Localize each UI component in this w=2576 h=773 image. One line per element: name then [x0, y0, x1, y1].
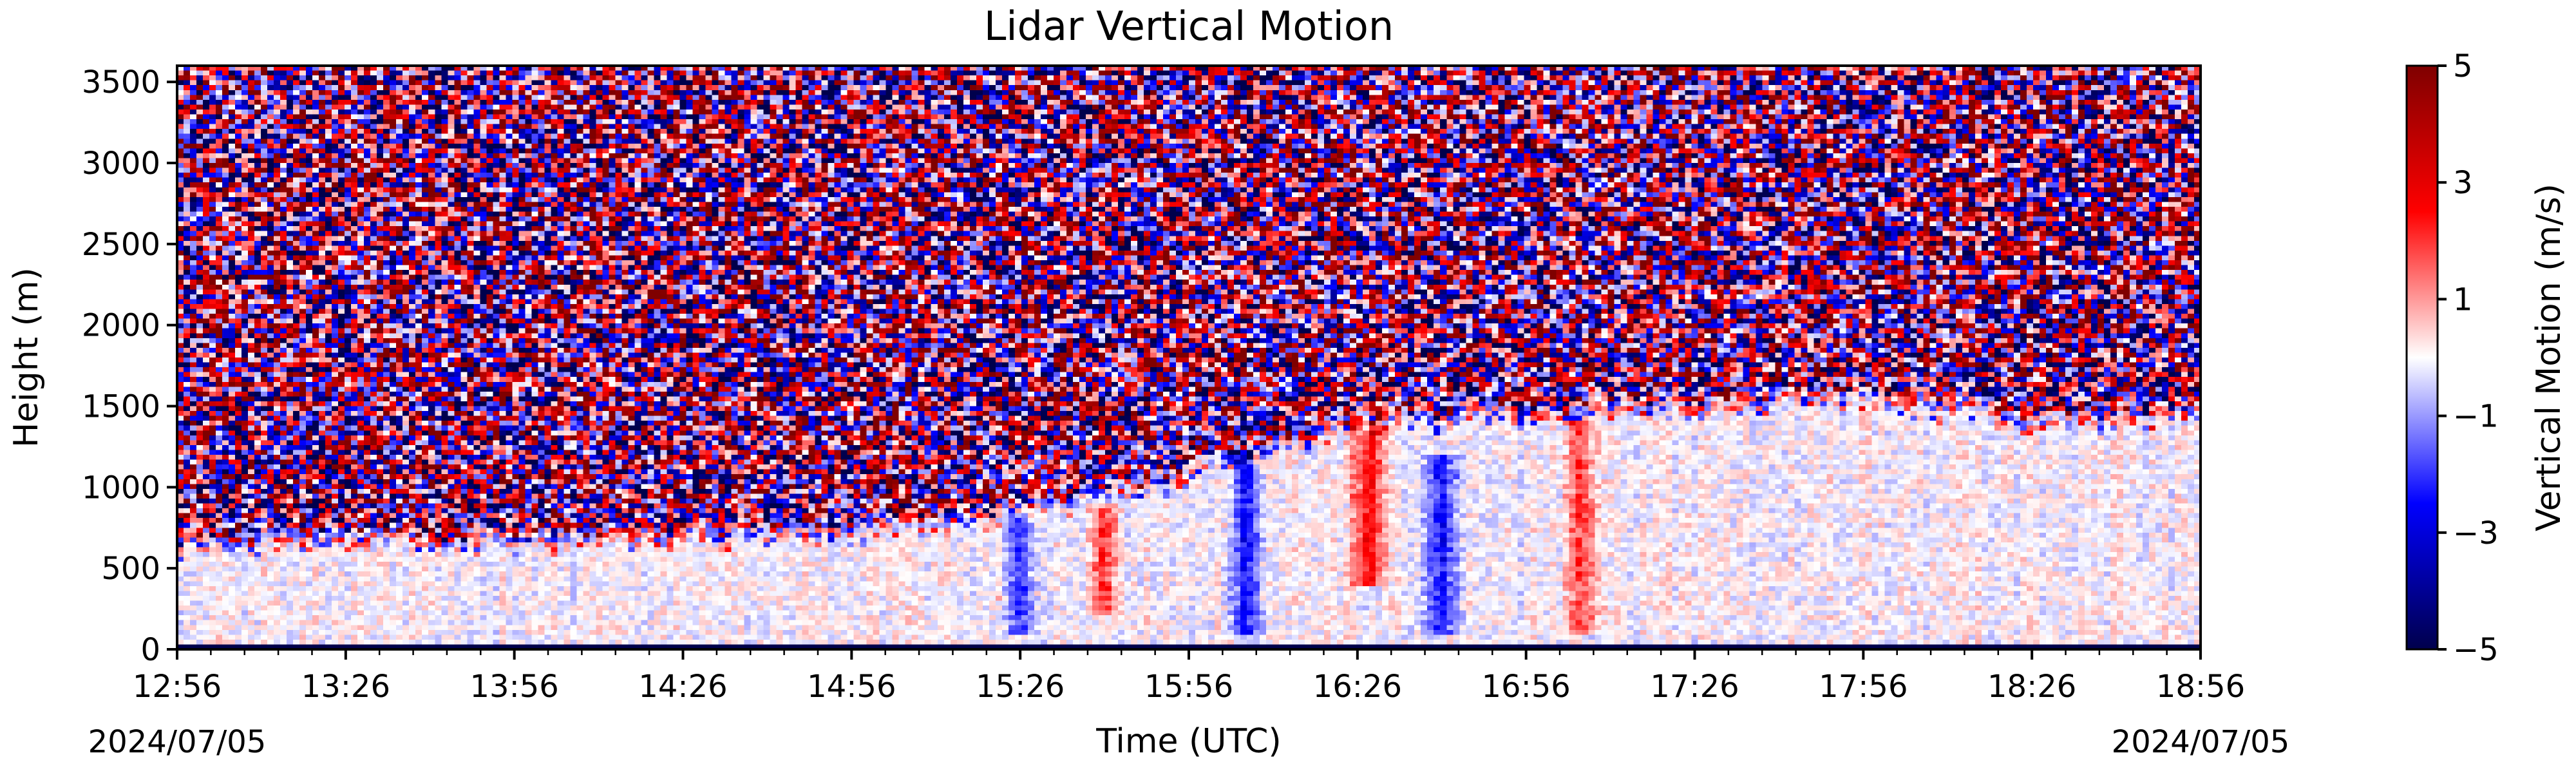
colorbar-tick-label: 3 — [2453, 165, 2473, 201]
y-axis-label: Height (m) — [7, 267, 46, 448]
colorbar-tick-label: 1 — [2453, 282, 2473, 318]
colorbar-tick-label: −5 — [2453, 632, 2499, 668]
y-tick-label: 500 — [101, 551, 160, 587]
date-end-label: 2024/07/05 — [2112, 724, 2290, 760]
colorbar-axis: 5 3 1 −1 −3 −5 — [2438, 48, 2499, 668]
colorbar-tick-label: 5 — [2453, 48, 2473, 84]
x-tick-label: 16:56 — [1482, 669, 1571, 705]
colorbar-tick-label: −3 — [2453, 515, 2499, 551]
colorbar — [2405, 64, 2439, 651]
x-tick-label: 14:56 — [807, 669, 896, 705]
y-tick-label: 1500 — [82, 389, 160, 425]
y-tick-label: 2000 — [82, 308, 160, 344]
x-tick-label: 12:56 — [133, 669, 222, 705]
x-tick-label: 14:26 — [638, 669, 727, 705]
y-tick-label: 2500 — [82, 227, 160, 263]
x-tick-label: 16:26 — [1313, 669, 1402, 705]
x-tick-label: 18:26 — [1987, 669, 2076, 705]
date-start-label: 2024/07/05 — [88, 724, 267, 760]
heatmap-image — [177, 66, 2201, 649]
x-tick-label: 15:56 — [1144, 669, 1233, 705]
y-tick-label: 1000 — [82, 470, 160, 506]
colorbar-label: Vertical Motion (m/s) — [2530, 184, 2568, 531]
x-tick-label: 18:56 — [2156, 669, 2245, 705]
y-tick-label: 0 — [140, 632, 160, 668]
x-tick-label: 13:26 — [301, 669, 390, 705]
x-axis: 12:56 13:26 13:56 14:26 14:56 15:26 15:56 16:26… — [133, 649, 2245, 705]
colorbar-tick-label: −1 — [2453, 399, 2499, 435]
y-axis: 0 500 1000 1500 2000 2500 3000 3500 — [82, 64, 177, 668]
y-tick-label: 3000 — [82, 146, 160, 182]
chart-title: Lidar Vertical Motion — [984, 3, 1394, 50]
x-tick-label: 13:56 — [470, 669, 559, 705]
x-tick-label: 15:26 — [976, 669, 1065, 705]
y-tick-label: 3500 — [82, 64, 160, 100]
heatmap-cells — [177, 66, 2201, 649]
x-tick-label: 17:56 — [1819, 669, 1908, 705]
x-tick-label: 17:26 — [1650, 669, 1739, 705]
x-axis-label: Time (UTC) — [1095, 722, 1281, 761]
